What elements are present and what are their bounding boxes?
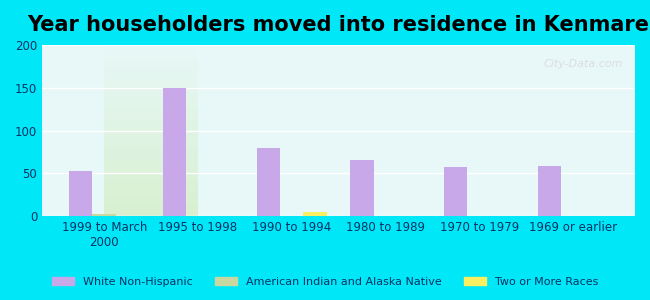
Bar — [162, 88, 187, 216]
Bar — [304, 212, 327, 216]
Bar — [92, 214, 116, 216]
Bar — [538, 167, 561, 216]
Bar — [444, 167, 467, 216]
Text: City-Data.com: City-Data.com — [543, 58, 623, 69]
Bar — [350, 160, 374, 216]
Bar — [257, 148, 280, 216]
Bar — [69, 171, 92, 216]
Title: Year householders moved into residence in Kenmare: Year householders moved into residence i… — [27, 15, 649, 35]
Legend: White Non-Hispanic, American Indian and Alaska Native, Two or More Races: White Non-Hispanic, American Indian and … — [47, 273, 603, 291]
